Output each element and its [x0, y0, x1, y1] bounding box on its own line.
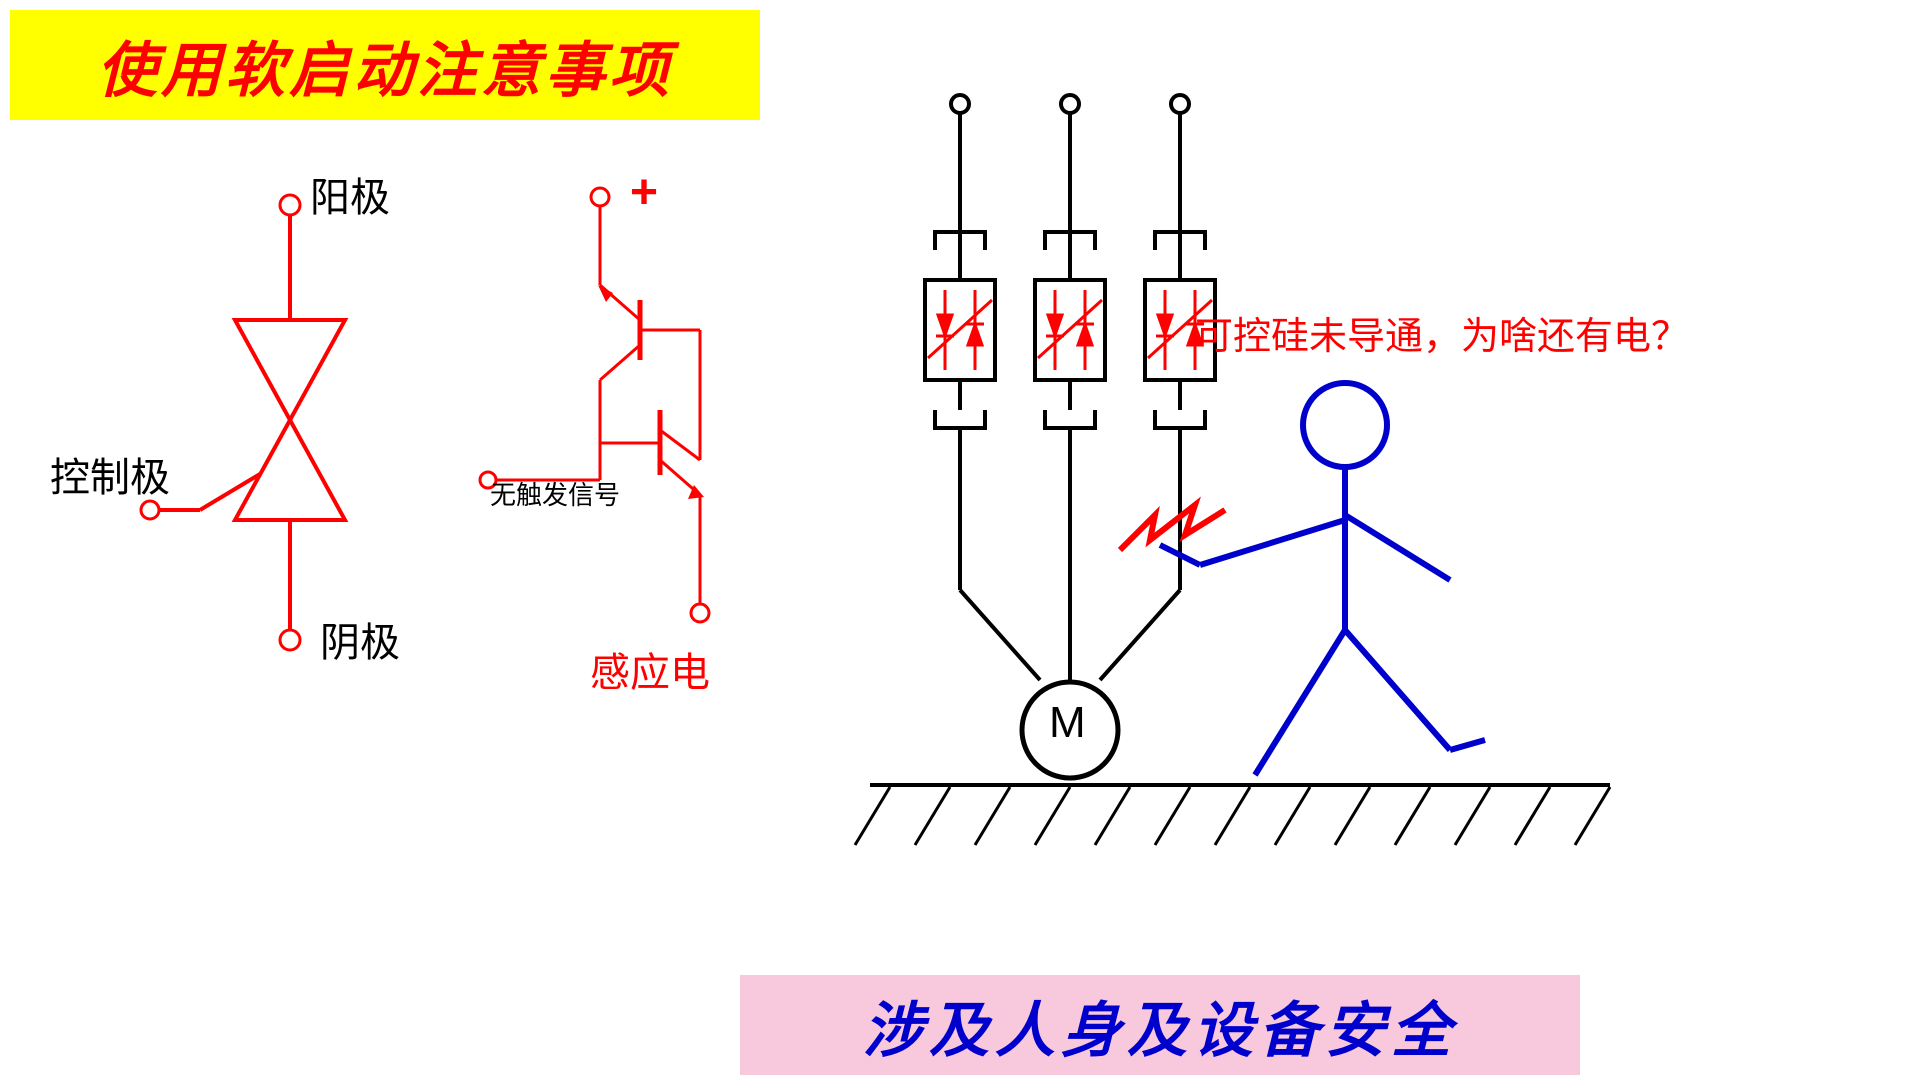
triac-symbol: [140, 190, 400, 650]
transistor-equivalent: [470, 185, 750, 645]
footer-text: 涉及人身及设备安全: [863, 982, 1457, 1069]
stick-figure-icon: [1140, 370, 1520, 790]
label-anode: 阳极: [310, 165, 390, 223]
footer-banner: 涉及人身及设备安全: [740, 975, 1580, 1075]
label-motor-m: M: [1049, 698, 1086, 748]
label-no-trigger: 无触发信号: [490, 475, 620, 512]
label-plus: +: [630, 165, 658, 220]
label-gate: 控制极: [50, 445, 170, 503]
title-text: 使用软启动注意事项: [97, 22, 673, 109]
label-induced: 感应电: [590, 640, 710, 698]
label-question: 可控硅未导通，为啥还有电？: [1195, 305, 1689, 360]
label-cathode: 阴极: [320, 610, 400, 668]
title-banner: 使用软启动注意事项: [10, 10, 760, 120]
ground-hatching: [870, 775, 1610, 865]
